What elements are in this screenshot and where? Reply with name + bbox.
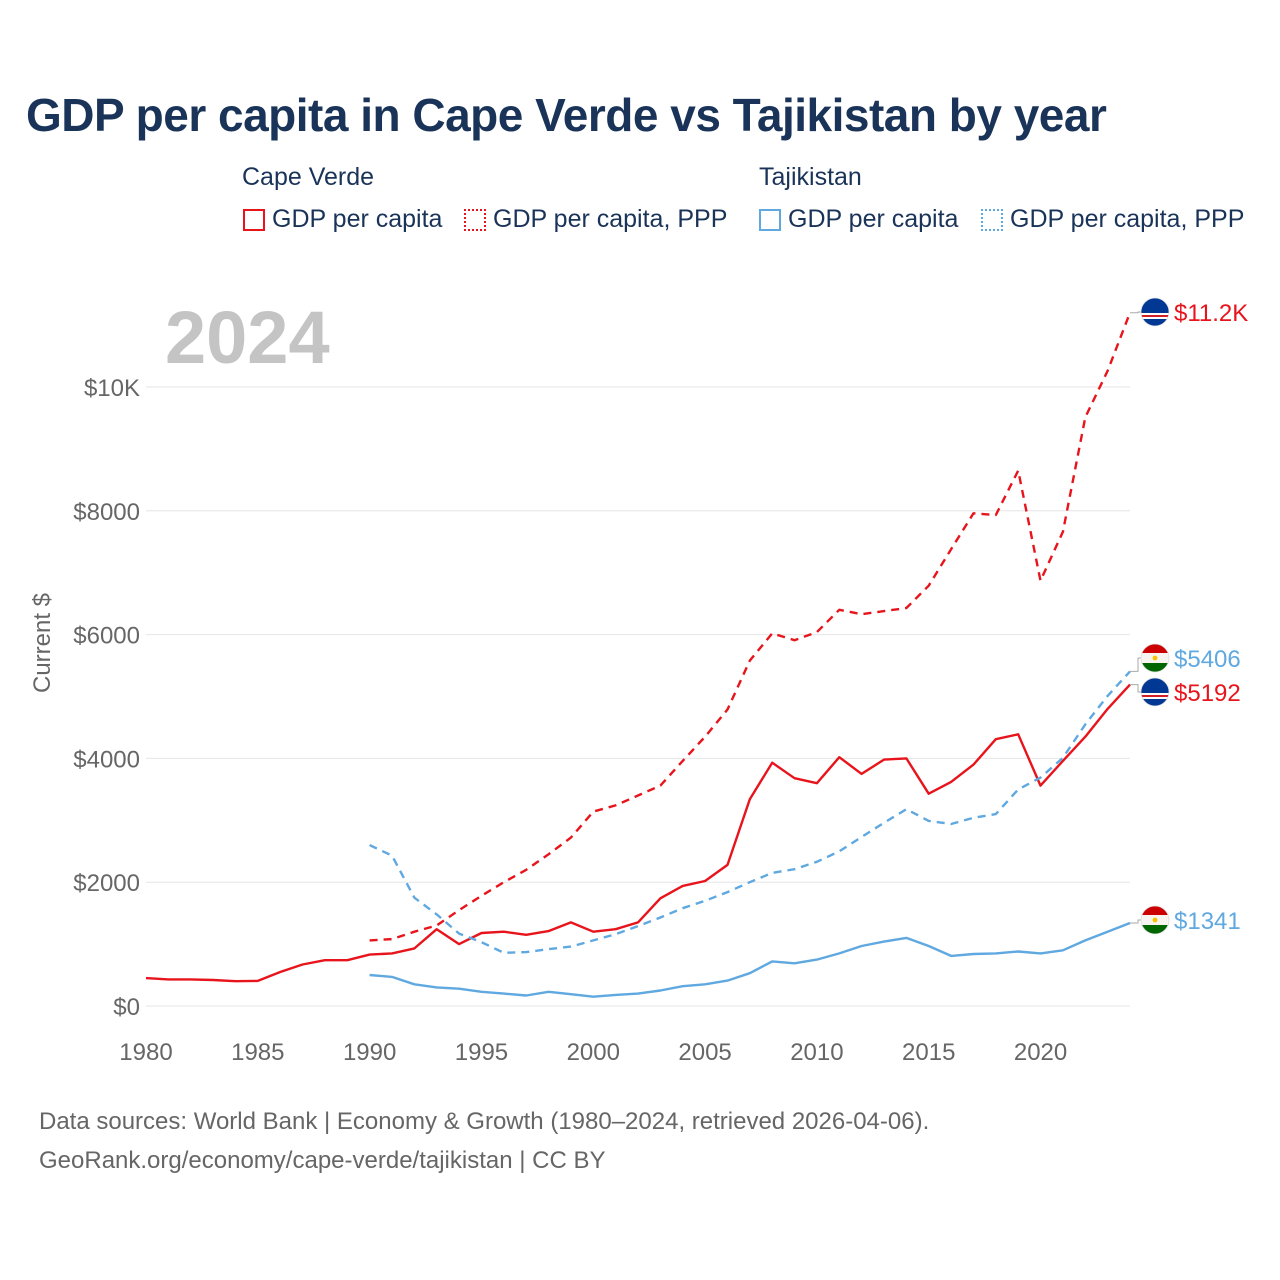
chart-title: GDP per capita in Cape Verde vs Tajikist… (26, 89, 1107, 141)
flag-clip-group (1141, 678, 1169, 706)
tajikistan-flag-icon (1140, 905, 1170, 935)
cape-verde-flag-icon (1140, 297, 1170, 327)
flag-crown (1152, 917, 1158, 923)
legend-swatch-solid-blue (759, 208, 781, 231)
legend-swatch-solid-red (243, 208, 265, 231)
y-axis-label: Current $ (29, 593, 56, 693)
series-line-2 (369, 921, 1131, 998)
x-tick-label: 2020 (1014, 1039, 1067, 1066)
flag-band-green (1141, 663, 1169, 672)
end-value-label: $1341 (1174, 908, 1241, 935)
legend-item-cape-verde-gdp-ppp[interactable]: GDP per capita, PPP (464, 205, 727, 234)
flag-band-green (1141, 925, 1169, 934)
legend-label: GDP per capita, PPP (493, 205, 728, 233)
legend-swatch-dotted-red (464, 208, 486, 231)
y-tick-label: $4000 (73, 746, 140, 773)
x-tick-label: 1995 (455, 1039, 508, 1066)
x-tick-label: 2005 (678, 1039, 731, 1066)
legend-swatch-dotted-blue (981, 208, 1003, 231)
flag-clip-group (1141, 906, 1169, 934)
flag-outline (1140, 297, 1170, 327)
legend-label: GDP per capita (272, 205, 443, 233)
x-tick-label: 2010 (790, 1039, 843, 1066)
flag-band-red (1141, 906, 1169, 915)
y-tick-label: $6000 (73, 623, 140, 650)
tajikistan-flag-icon (1140, 643, 1170, 673)
x-tick-label: 1990 (343, 1039, 396, 1066)
flag-clip-group (1141, 644, 1169, 672)
y-tick-label: $10K (84, 375, 140, 402)
series-line-3 (369, 670, 1131, 954)
series-line-1 (369, 312, 1132, 942)
legend-group-tajikistan: Tajikistan (759, 163, 862, 191)
series-line-0 (145, 683, 1131, 983)
flag-field (1141, 298, 1169, 326)
legend-label: GDP per capita, PPP (1010, 205, 1245, 233)
end-value-label: $5192 (1174, 680, 1241, 707)
flag-field (1141, 678, 1169, 706)
flag-crown (1152, 655, 1158, 661)
end-value-label: $11.2K (1174, 300, 1248, 327)
end-value-label: $5406 (1174, 646, 1241, 673)
footer-attribution[interactable]: GeoRank.org/economy/cape-verde/tajikista… (39, 1147, 606, 1174)
legend-group-cape-verde: Cape Verde (242, 163, 375, 191)
legend-item-tajikistan-gdp-ppp[interactable]: GDP per capita, PPP (981, 205, 1244, 234)
legend-label: GDP per capita (788, 205, 959, 233)
x-tick-label: 2000 (567, 1039, 620, 1066)
end-label-connector (1130, 919, 1142, 924)
flag-stripe-red (1141, 695, 1169, 697)
y-tick-label: $2000 (73, 870, 140, 897)
y-tick-label: $0 (113, 994, 140, 1021)
x-tick-label: 2015 (902, 1039, 955, 1066)
flag-clip-group (1141, 298, 1169, 326)
x-tick-label: 1980 (119, 1039, 172, 1066)
footer-sources: Data sources: World Bank | Economy & Gro… (39, 1108, 930, 1135)
legend-item-tajikistan-gdp[interactable]: GDP per capita (759, 205, 958, 234)
y-tick-label: $8000 (73, 499, 140, 526)
flag-band-red (1141, 644, 1169, 653)
flag-outline (1140, 677, 1170, 707)
flag-stripe-red (1141, 315, 1169, 317)
end-label-connector (1130, 311, 1142, 314)
cape-verde-flag-icon (1140, 677, 1170, 707)
x-tick-label: 1985 (231, 1039, 284, 1066)
flag-outline (1140, 905, 1170, 935)
end-label-connector (1130, 684, 1142, 693)
flag-outline (1140, 643, 1170, 673)
end-label-connector (1130, 657, 1142, 672)
year-watermark: 2024 (165, 296, 330, 379)
legend-item-cape-verde-gdp[interactable]: GDP per capita (243, 205, 442, 234)
